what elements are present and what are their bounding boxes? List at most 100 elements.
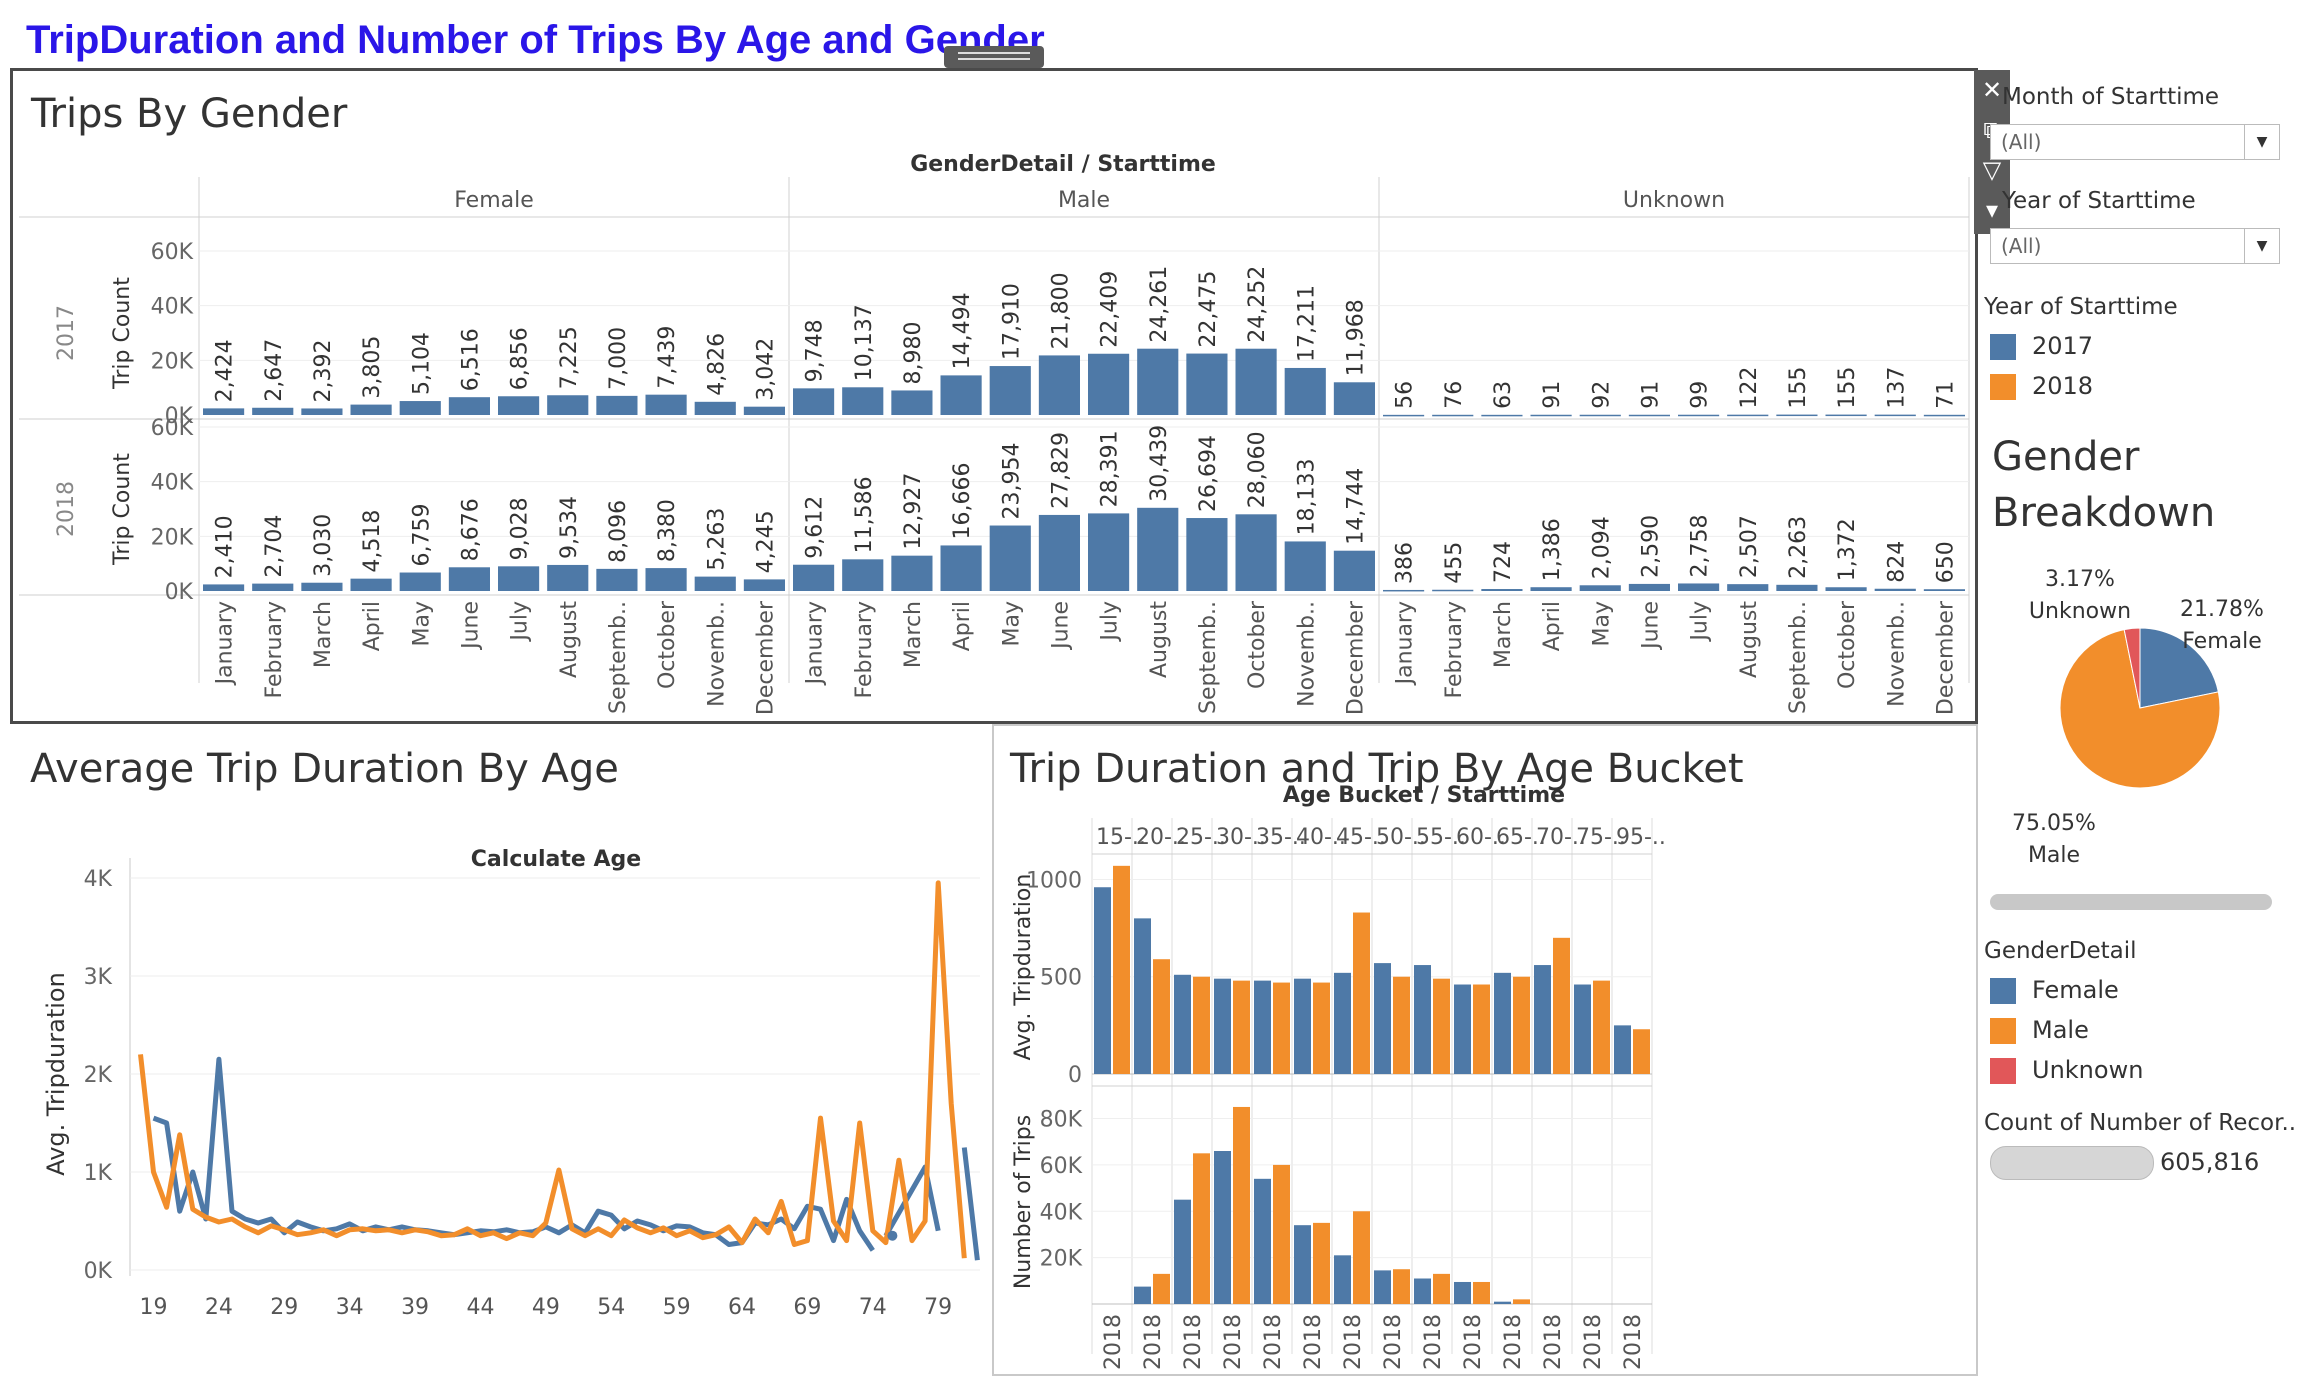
bar <box>1294 978 1311 1074</box>
drag-handle[interactable] <box>944 46 1044 68</box>
breakdown-title-line1: Gender <box>1992 434 2140 480</box>
category-header: 15-.. <box>1096 825 1146 850</box>
bar <box>1254 980 1271 1074</box>
bar <box>1678 583 1720 591</box>
bar <box>1874 588 1916 591</box>
bar <box>1313 1222 1330 1304</box>
x-tick-label: February <box>262 601 287 699</box>
bar <box>1393 976 1410 1074</box>
bar <box>1579 585 1621 591</box>
bar-data-label: 2,590 <box>1638 515 1663 578</box>
bar-data-label: 22,409 <box>1098 271 1123 348</box>
category-header: 50-.. <box>1376 825 1426 850</box>
y-tick-label: 40K <box>151 471 194 496</box>
category-header: 70-.. <box>1536 825 1586 850</box>
bar <box>1513 1299 1530 1304</box>
bar <box>793 564 835 591</box>
bar-data-label: 8,676 <box>458 498 483 561</box>
bar-data-label: 2,410 <box>213 515 238 578</box>
bar-data-label: 63 <box>1491 381 1516 409</box>
data-point <box>887 1230 898 1241</box>
y-tick-label: 60K <box>151 416 194 441</box>
close-icon[interactable]: ✕ <box>1981 76 2003 104</box>
pie-category-label: Female <box>2182 629 2262 654</box>
bar <box>203 584 245 591</box>
x-tick-label: Septemb.. <box>1196 601 1221 714</box>
bar <box>1134 918 1151 1074</box>
bar-data-label: 1,372 <box>1835 518 1860 581</box>
y-tick-label: 60K <box>151 240 194 265</box>
bar <box>1433 1273 1450 1304</box>
y-tick-label: 0 <box>1068 1063 1082 1088</box>
x-tick-label: 2018 <box>1301 1314 1326 1370</box>
scrollbar[interactable] <box>1990 894 2272 910</box>
age-bucket-panel[interactable]: Trip Duration and Trip By Age Bucket Age… <box>992 724 1978 1376</box>
x-tick-label: December <box>1933 600 1958 715</box>
gender-breakdown-pie: 21.78% Female 75.05% Male 3.17% Unknown <box>2012 567 2264 868</box>
bar <box>1579 414 1621 417</box>
chevron-down-icon[interactable]: ▼ <box>2244 229 2279 263</box>
legend-swatch <box>1990 1018 2016 1044</box>
bar-data-label: 8,380 <box>655 499 680 562</box>
bar-data-label: 3,030 <box>311 514 336 577</box>
x-tick-label: 2018 <box>1461 1314 1486 1370</box>
bar <box>1481 589 1523 591</box>
bar <box>1294 1225 1311 1304</box>
bar-data-label: 455 <box>1442 542 1467 584</box>
bar-data-label: 92 <box>1589 381 1614 409</box>
bar-data-label: 155 <box>1835 367 1860 409</box>
bar <box>547 564 589 591</box>
bar-data-label: 11,586 <box>852 476 877 553</box>
pie-slice-male <box>2059 628 2221 789</box>
bar <box>1374 963 1391 1074</box>
bar-data-label: 2,094 <box>1589 516 1614 579</box>
bar <box>1334 972 1351 1074</box>
month-filter-dropdown[interactable]: (All) ▼ <box>1990 124 2280 160</box>
x-tick-label: March <box>1491 601 1516 668</box>
bar-data-label: 21,800 <box>1048 272 1073 349</box>
x-tick-label: 39 <box>401 1295 429 1320</box>
pie-percent-label: 75.05% <box>2012 811 2096 836</box>
year-filter-label: Year of Starttime <box>2002 188 2196 214</box>
y-tick-label: 0K <box>165 580 194 605</box>
bar <box>1414 965 1431 1074</box>
bar <box>448 397 490 415</box>
x-tick-label: April <box>1540 601 1565 651</box>
bar <box>1433 978 1450 1074</box>
y-tick-label: 2K <box>84 1063 113 1088</box>
bar <box>989 525 1031 591</box>
count-bar <box>1990 1146 2154 1180</box>
bar <box>1214 978 1231 1074</box>
pie-category-label: Male <box>2028 843 2080 868</box>
x-axis-title: Calculate Age <box>471 847 641 872</box>
bar <box>1193 1153 1210 1304</box>
bar-data-label: 137 <box>1884 367 1909 409</box>
filter-icon[interactable]: ▽ <box>1982 156 2002 184</box>
year-filter-dropdown[interactable]: (All) ▼ <box>1990 228 2280 264</box>
chevron-down-icon[interactable]: ▾ <box>1985 196 1999 224</box>
bar <box>1414 1278 1431 1304</box>
bar <box>1094 887 1111 1074</box>
bar <box>1874 414 1916 417</box>
bar <box>1383 589 1425 592</box>
trips-by-gender-panel[interactable]: Trips By Gender GenderDetail / Starttime… <box>10 68 1978 724</box>
avg-duration-panel[interactable]: Average Trip Duration By Age Calculate A… <box>0 730 990 1380</box>
bar-data-label: 4,518 <box>360 510 385 573</box>
bar-data-label: 9,028 <box>508 497 533 560</box>
side-panel: Month of Starttime (All) ▼ Year of Start… <box>1982 0 2316 1388</box>
pane-header-female: Female <box>454 188 534 213</box>
x-tick-label: 74 <box>859 1295 887 1320</box>
bar-data-label: 3,805 <box>360 336 385 399</box>
bar <box>1825 414 1867 417</box>
pane-header-male: Male <box>1058 188 1110 213</box>
category-header: 55-.. <box>1416 825 1466 850</box>
x-tick-label: Septemb.. <box>1786 601 1811 714</box>
bar <box>1530 414 1572 417</box>
bar-data-label: 2,507 <box>1737 515 1762 578</box>
x-tick-label: 2018 <box>1221 1314 1246 1370</box>
bar <box>1727 584 1769 591</box>
month-filter-value: (All) <box>2001 130 2042 154</box>
bar <box>1454 1281 1471 1304</box>
chevron-down-icon[interactable]: ▼ <box>2244 125 2279 159</box>
bar-data-label: 724 <box>1491 541 1516 583</box>
